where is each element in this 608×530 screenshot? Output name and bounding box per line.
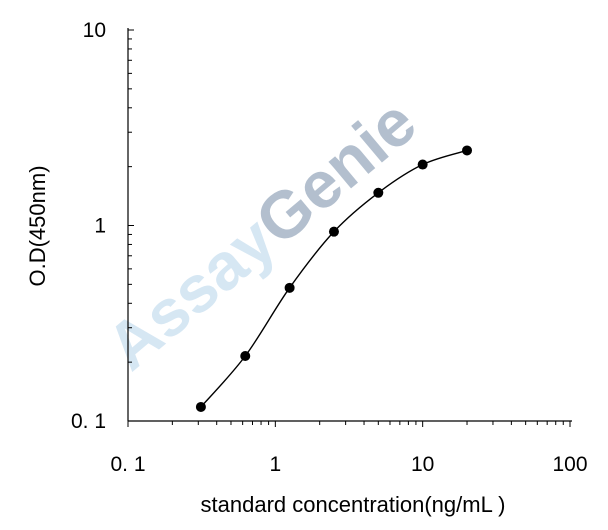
x-tick-label: 10 <box>411 453 434 476</box>
data-series <box>195 145 473 412</box>
watermark: Assay Genie <box>92 84 429 384</box>
tick-labels: 0. 1 1 10 100 0. 1 1 10 <box>71 19 588 476</box>
data-point <box>462 145 473 156</box>
y-tick-label: 10 <box>83 19 106 42</box>
data-point <box>417 159 428 170</box>
y-axis-title: O.D(450nm) <box>25 165 50 286</box>
data-point <box>284 282 295 293</box>
y-tick-label: 0. 1 <box>71 410 106 433</box>
axes <box>127 28 572 427</box>
x-tick-label: 100 <box>552 453 587 476</box>
data-point <box>328 226 339 237</box>
y-tick-label: 1 <box>94 215 106 238</box>
x-tick-label: 0. 1 <box>110 453 145 476</box>
watermark-text-assay: Assay <box>92 202 289 384</box>
data-point <box>195 401 206 412</box>
x-axis-title: standard concentration(ng/mL ) <box>201 492 506 517</box>
data-point <box>240 351 251 362</box>
data-point <box>373 187 384 198</box>
x-tick-label: 1 <box>269 453 281 476</box>
